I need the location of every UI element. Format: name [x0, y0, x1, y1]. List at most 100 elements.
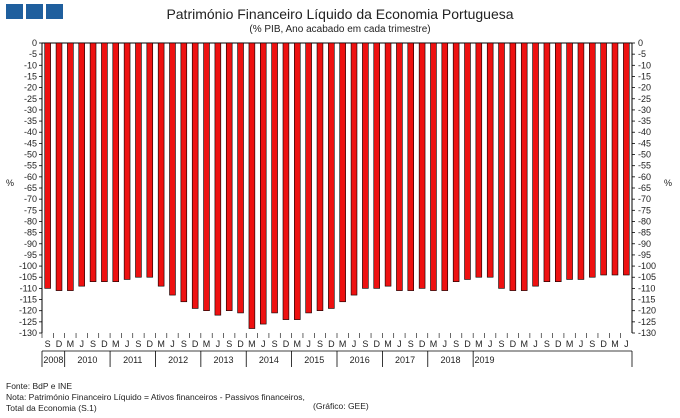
y-tick-label-left: -85	[24, 228, 37, 238]
y-tick-label-left: -45	[24, 138, 37, 148]
quarter-label: M	[384, 339, 392, 349]
quarter-label: S	[181, 339, 187, 349]
year-label: 2008	[43, 355, 63, 365]
y-tick-label-right: -55	[638, 161, 651, 171]
y-tick-label-left: -130	[19, 328, 37, 338]
year-label: 2013	[214, 355, 234, 365]
y-tick-label-left: -120	[19, 306, 37, 316]
y-tick-label-right: -130	[638, 328, 656, 338]
y-tick-label-right: -30	[638, 105, 651, 115]
quarter-label: J	[261, 339, 266, 349]
bar	[418, 42, 426, 289]
year-label: 2016	[350, 355, 370, 365]
source-text: Fonte: BdP e INE	[6, 381, 72, 391]
logo-block	[46, 4, 63, 19]
bar	[452, 42, 460, 282]
year-label: 2015	[304, 355, 324, 365]
y-tick-label-right: -10	[638, 60, 651, 70]
y-tick-label-left: -65	[24, 183, 37, 193]
bar	[316, 42, 324, 311]
bar	[135, 42, 142, 278]
y-tick-label-right: -100	[638, 261, 656, 271]
credit-text: (Gráfico: GEE)	[313, 401, 369, 411]
bar	[430, 42, 437, 291]
y-tick-label-right: -90	[638, 239, 651, 249]
y-axis-label-left: %	[6, 178, 14, 188]
quarter-label: M	[248, 339, 256, 349]
quarter-label: S	[544, 339, 550, 349]
y-tick-label-right: -65	[638, 183, 651, 193]
note-text-2: Total da Economia (S.1)	[6, 403, 97, 413]
bar	[577, 42, 585, 280]
bar	[373, 42, 380, 289]
y-tick-label-left: -60	[24, 172, 37, 182]
quarter-label: D	[555, 339, 562, 349]
quarter-label: M	[67, 339, 75, 349]
y-tick-label-left: -5	[29, 49, 37, 59]
y-axis-label-right: %	[664, 178, 672, 188]
y-tick-label-left: -15	[24, 71, 37, 81]
quarter-label: D	[328, 339, 335, 349]
bar	[396, 42, 403, 291]
quarter-label: D	[237, 339, 244, 349]
bar	[600, 42, 607, 276]
quarter-label: S	[135, 339, 141, 349]
y-tick-label-right: -50	[638, 150, 651, 160]
bar	[464, 42, 471, 280]
y-tick-label-right: -15	[638, 71, 651, 81]
bar	[498, 42, 505, 289]
year-label: 2012	[168, 355, 188, 365]
year-label: 2018	[440, 355, 460, 365]
bar	[532, 42, 539, 287]
y-tick-label-left: -10	[24, 60, 37, 70]
quarter-label: S	[589, 339, 595, 349]
note-text: Nota: Património Financeiro Líquido = At…	[6, 392, 305, 402]
quarter-label: J	[533, 339, 538, 349]
quarter-label: J	[488, 339, 493, 349]
quarter-label: J	[79, 339, 84, 349]
y-tick-label-right: -80	[638, 216, 651, 226]
year-label: 2014	[259, 355, 279, 365]
bar	[67, 42, 74, 291]
quarter-label: D	[600, 339, 607, 349]
bar	[328, 42, 335, 309]
quarter-label: M	[339, 339, 347, 349]
quarter-label: J	[125, 339, 130, 349]
y-tick-label-left: -40	[24, 127, 37, 137]
bar	[123, 42, 131, 280]
quarter-label: M	[430, 339, 438, 349]
quarter-label: S	[453, 339, 459, 349]
bar	[169, 42, 176, 296]
bar	[407, 42, 414, 291]
y-tick-label-left: -20	[24, 83, 37, 93]
quarter-label: J	[170, 339, 175, 349]
y-tick-label-left: 0	[32, 38, 37, 48]
bar	[294, 42, 301, 320]
bar	[112, 42, 120, 282]
year-label: 2010	[77, 355, 97, 365]
bar	[157, 42, 165, 287]
y-tick-label-left: -105	[19, 272, 37, 282]
quarter-label: D	[510, 339, 517, 349]
quarter-label: D	[419, 339, 426, 349]
logo-block	[26, 4, 43, 19]
bar	[146, 42, 154, 278]
bar	[339, 42, 346, 303]
y-tick-label-left: -35	[24, 116, 37, 126]
quarter-label: J	[216, 339, 221, 349]
quarter-label: D	[283, 339, 290, 349]
quarter-label: D	[192, 339, 199, 349]
quarter-label: S	[272, 339, 278, 349]
logo-block	[6, 4, 23, 19]
y-tick-label-left: -75	[24, 205, 37, 215]
quarter-label: M	[157, 339, 165, 349]
y-tick-label-right: -35	[638, 116, 651, 126]
quarter-label: M	[203, 339, 211, 349]
y-tick-label-right: -40	[638, 127, 651, 137]
y-tick-label-right: -60	[638, 172, 651, 182]
y-tick-label-right: -25	[638, 94, 651, 104]
quarter-label: M	[520, 339, 528, 349]
bar	[384, 42, 392, 287]
y-tick-label-left: -30	[24, 105, 37, 115]
